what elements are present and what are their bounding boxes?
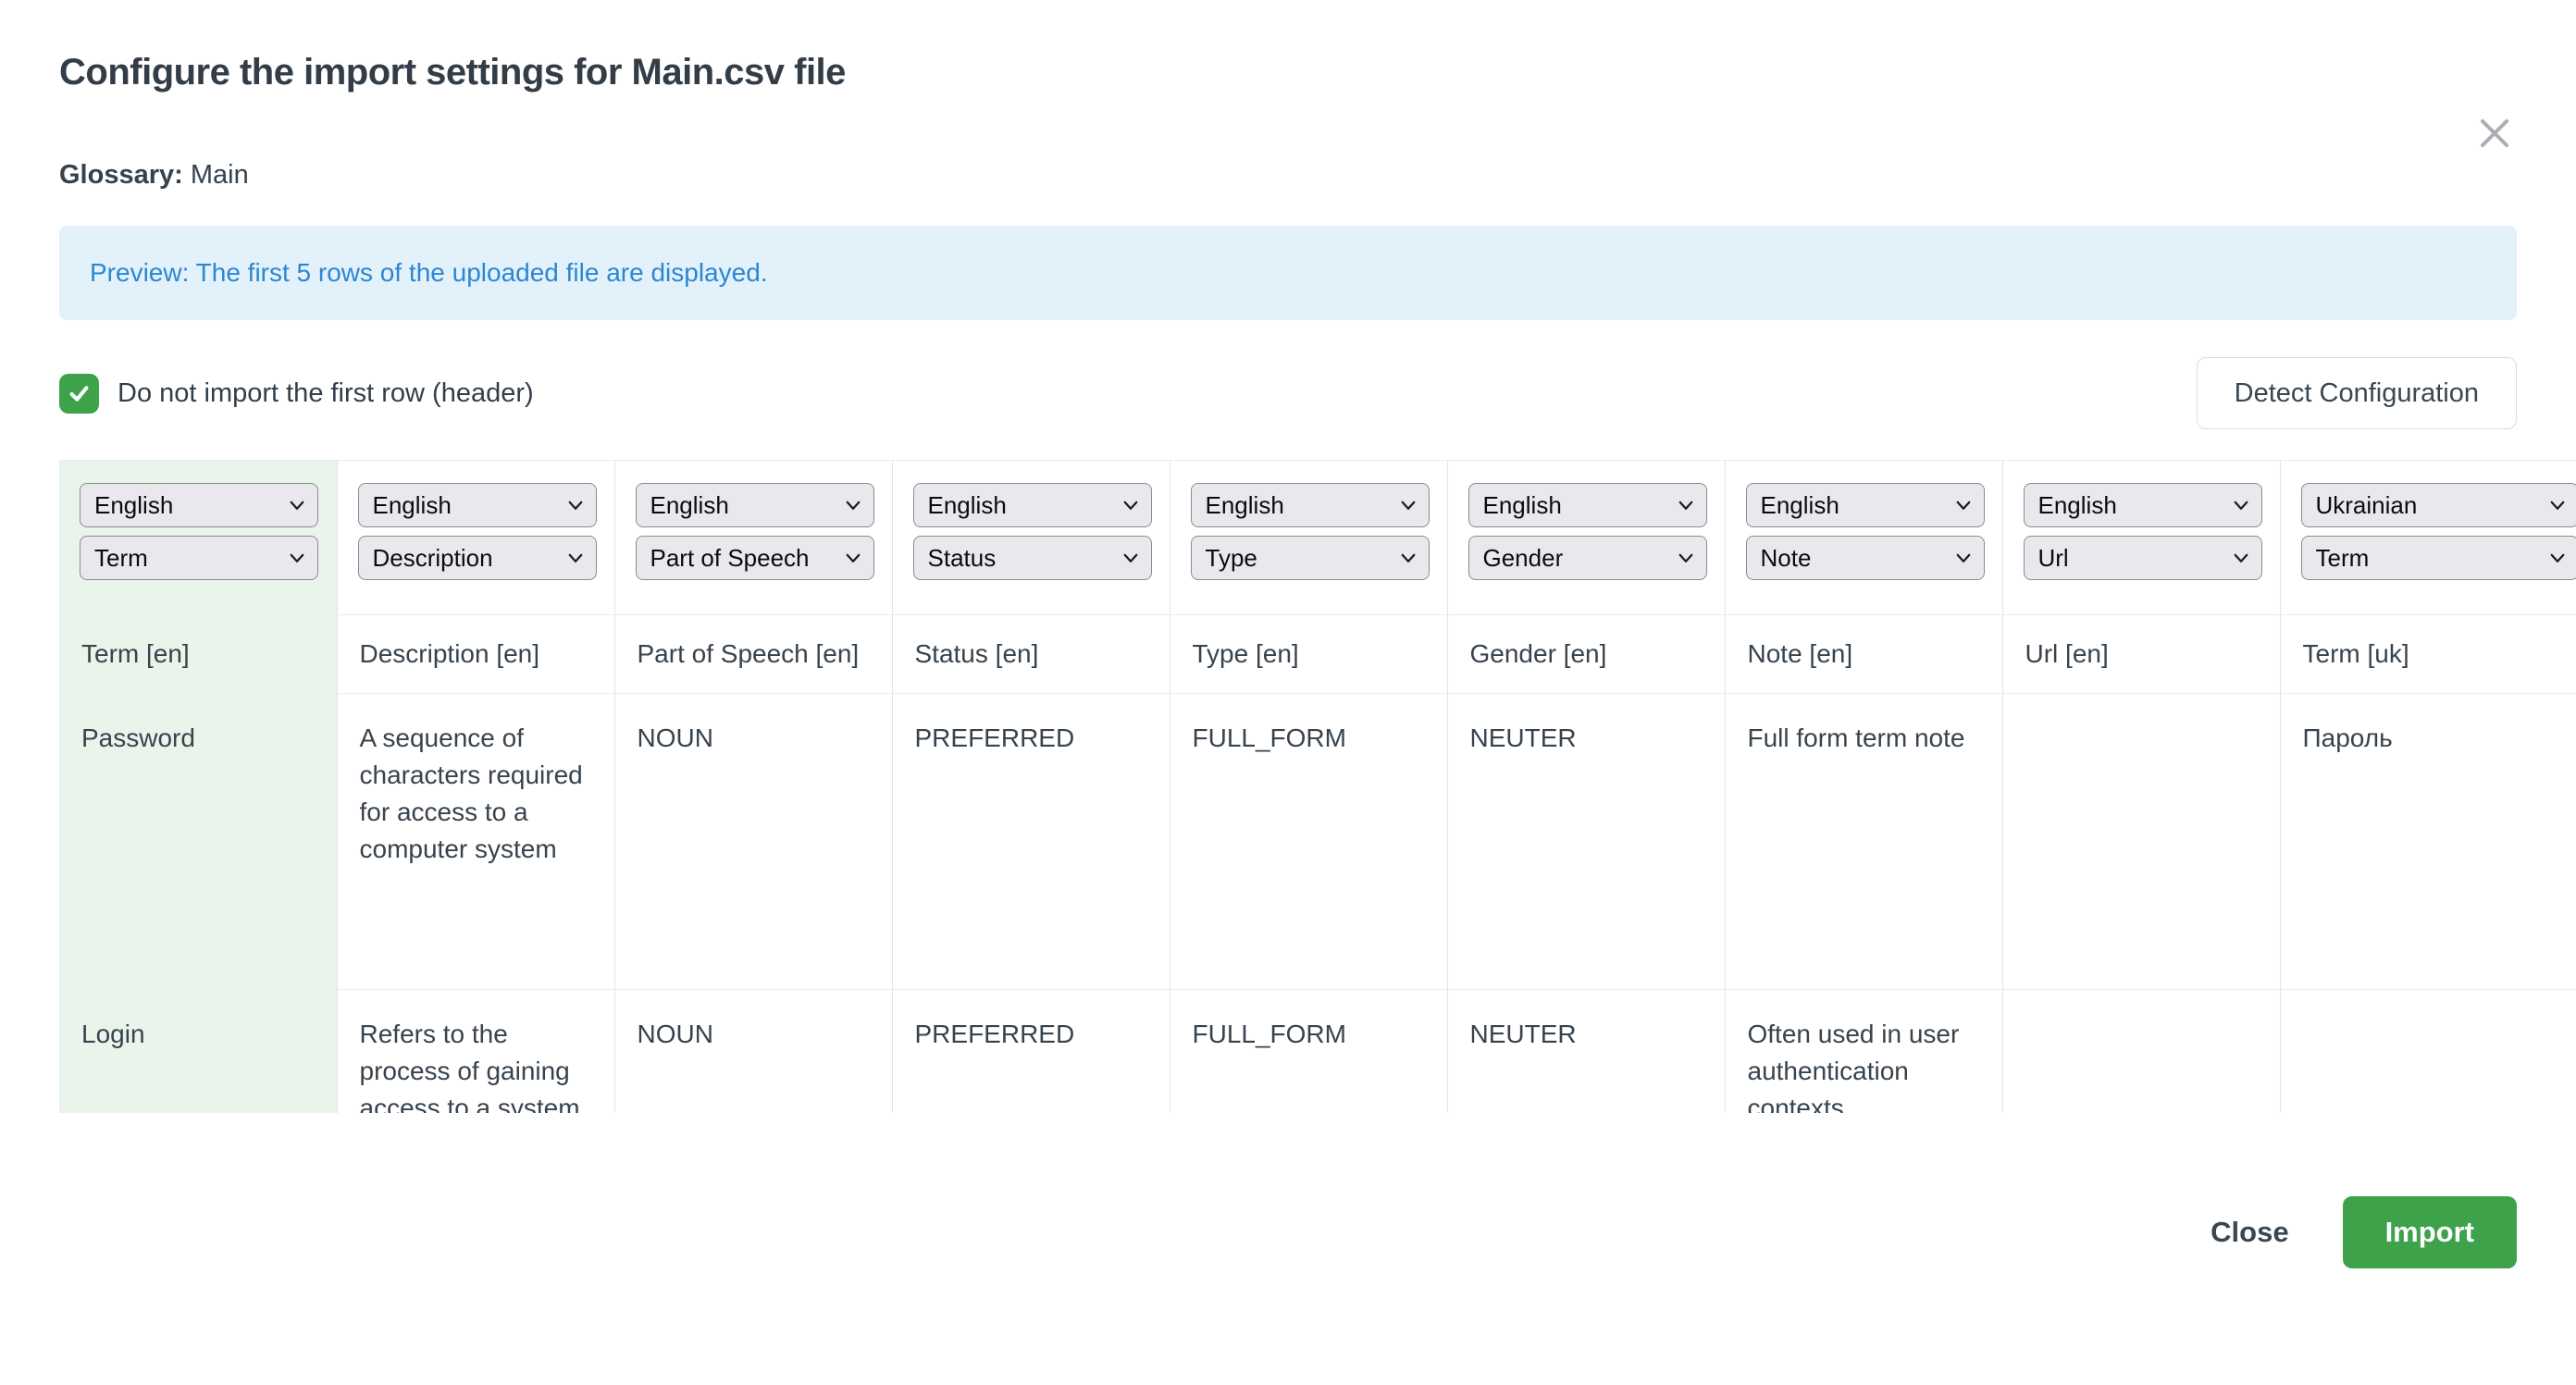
column-5-language-select[interactable]: English (1191, 483, 1430, 527)
column-7-language-select[interactable]: English (1746, 483, 1985, 527)
column-9-field-select[interactable]: Term (2301, 536, 2576, 580)
column-2-field-select[interactable]: Description (358, 536, 597, 580)
column-6-mapping-cell: English Gender (1447, 461, 1725, 615)
table-cell: PREFERRED (892, 694, 1170, 990)
column-9-language-select[interactable]: Ukrainian (2301, 483, 2576, 527)
skip-header-checkbox[interactable] (59, 374, 99, 414)
column-1-language-select[interactable]: English (80, 483, 318, 527)
column-1-field-select[interactable]: Term (80, 536, 318, 580)
table-body: English Term English Description English Part… (59, 461, 2576, 1114)
column-header: Term [uk] (2280, 615, 2576, 694)
preview-table: English Term English Description English Part… (59, 460, 2576, 1113)
column-header: Note [en] (1725, 615, 2002, 694)
table-cell: NEUTER (1447, 694, 1725, 990)
column-2-language-select[interactable]: English (358, 483, 597, 527)
table-cell: Often used in user authentication contex… (1725, 990, 2002, 1114)
column-header: Url [en] (2002, 615, 2280, 694)
check-icon (67, 381, 92, 406)
column-3-mapping-cell: English Part of Speech (614, 461, 892, 615)
table-cell (2002, 990, 2280, 1114)
column-header: Part of Speech [en] (614, 615, 892, 694)
glossary-value: Main (191, 160, 249, 190)
column-5-mapping-cell: English Type (1170, 461, 1447, 615)
x-icon (2477, 116, 2512, 151)
detect-configuration-button[interactable]: Detect Configuration (2197, 357, 2517, 429)
preview-table-scroll-area[interactable]: English Term English Description English Part… (59, 460, 2576, 1113)
modal-close-button[interactable] (2472, 111, 2517, 155)
table-cell: PREFERRED (892, 990, 1170, 1114)
skip-header-checkbox-label: Do not import the first row (header) (118, 378, 534, 409)
column-2-mapping-cell: English Description (337, 461, 614, 615)
column-8-field-select[interactable]: Url (2024, 536, 2262, 580)
column-header: Gender [en] (1447, 615, 1725, 694)
table-cell: Refers to the process of gaining access … (337, 990, 614, 1114)
column-4-mapping-cell: English Status (892, 461, 1170, 615)
import-settings-modal: Configure the import settings for Main.c… (0, 50, 2576, 1385)
column-3-field-select[interactable]: Part of Speech (636, 536, 874, 580)
table-cell: A sequence of characters required for ac… (337, 694, 614, 990)
column-header: Description [en] (337, 615, 614, 694)
column-7-field-select[interactable]: Note (1746, 536, 1985, 580)
column-4-language-select[interactable]: English (913, 483, 1152, 527)
column-1-mapping-cell: English Term (59, 461, 337, 615)
table-cell: NOUN (614, 990, 892, 1114)
glossary-label: Glossary: (59, 160, 183, 190)
table-header-row: Term [en]Description [en]Part of Speech … (59, 615, 2576, 694)
table-cell: NEUTER (1447, 990, 1725, 1114)
column-8-mapping-cell: English Url (2002, 461, 2280, 615)
table-cell: NOUN (614, 694, 892, 990)
table-cell: FULL_FORM (1170, 694, 1447, 990)
table-cell: Full form term note (1725, 694, 2002, 990)
column-3-language-select[interactable]: English (636, 483, 874, 527)
column-6-field-select[interactable]: Gender (1468, 536, 1707, 580)
close-button[interactable]: Close (2211, 1216, 2288, 1249)
table-cell (2280, 990, 2576, 1114)
preview-info-banner: Preview: The first 5 rows of the uploade… (59, 226, 2517, 320)
table-cell: Login (59, 990, 337, 1114)
page-title: Configure the import settings for Main.c… (59, 50, 2517, 94)
column-header: Term [en] (59, 615, 337, 694)
column-header: Status [en] (892, 615, 1170, 694)
table-cell (2002, 694, 2280, 990)
skip-header-checkbox-row: Do not import the first row (header) (59, 374, 534, 414)
column-6-language-select[interactable]: English (1468, 483, 1707, 527)
modal-footer: Close Import (59, 1196, 2517, 1268)
column-9-mapping-cell: Ukrainian Term (2280, 461, 2576, 615)
table-cell: Пароль (2280, 694, 2576, 990)
preview-info-text: Preview: The first 5 rows of the uploade… (90, 258, 768, 288)
options-row: Do not import the first row (header) Det… (59, 357, 2517, 429)
column-5-field-select[interactable]: Type (1191, 536, 1430, 580)
column-4-field-select[interactable]: Status (913, 536, 1152, 580)
table-cell: Password (59, 694, 337, 990)
column-7-mapping-cell: English Note (1725, 461, 2002, 615)
import-button[interactable]: Import (2343, 1196, 2517, 1268)
column-mapping-row: English Term English Description English Part… (59, 461, 2576, 615)
column-8-language-select[interactable]: English (2024, 483, 2262, 527)
table-cell: FULL_FORM (1170, 990, 1447, 1114)
column-header: Type [en] (1170, 615, 1447, 694)
glossary-line: Glossary: Main (59, 159, 2517, 191)
